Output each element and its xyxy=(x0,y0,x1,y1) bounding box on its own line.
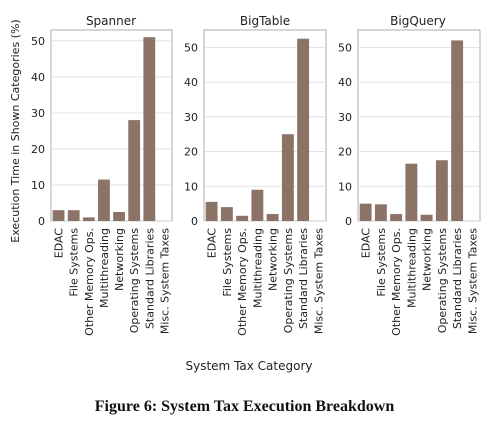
y-tick-label: 50 xyxy=(184,41,198,54)
x-tick-labels: EDAC File Systems Other Memory Ops. Multith… xyxy=(206,228,326,336)
y-tick-label: 0 xyxy=(191,215,198,228)
x-tick-label: Networking xyxy=(421,228,434,291)
y-tick-label: 40 xyxy=(31,71,45,84)
bar-file-systems xyxy=(220,207,233,221)
panel-title: BigTable xyxy=(240,14,290,28)
panel-title: BigQuery xyxy=(390,14,446,28)
x-tick-label: File Systems xyxy=(221,228,234,297)
bar-standard-libraries xyxy=(143,37,156,221)
y-ticks: 0 10 20 30 40 50 xyxy=(31,35,45,228)
x-tick-label: Multithreading xyxy=(251,228,264,308)
y-tick-label: 40 xyxy=(184,76,198,89)
y-tick-label: 30 xyxy=(184,111,198,124)
y-tick-label: 30 xyxy=(338,111,352,124)
bar-standard-libraries xyxy=(451,40,464,221)
x-tick-label: Misc. System Taxes xyxy=(312,228,325,334)
bar-edac xyxy=(52,210,65,221)
panel-bigtable: BigTable 0 10 20 30 40 50 EDAC File Systems Oth… xyxy=(184,14,327,336)
bar-networking xyxy=(420,214,433,221)
bar-edac xyxy=(359,203,372,221)
y-tick-label: 10 xyxy=(184,180,198,193)
x-tick-labels: EDAC File Systems Other Memory Ops. Multith… xyxy=(360,228,480,336)
x-axis-label: System Tax Category xyxy=(186,359,313,373)
y-ticks: 0 10 20 30 40 50 xyxy=(338,41,352,228)
bar-file-systems xyxy=(67,210,80,221)
bar-multithreading xyxy=(98,179,110,221)
x-tick-label: Other Memory Ops. xyxy=(83,228,96,336)
y-axis-label: Execution Time in Shown Categories (%) xyxy=(9,19,22,242)
bars xyxy=(205,38,310,221)
x-tick-label: Operating Systems xyxy=(128,228,141,334)
y-tick-label: 50 xyxy=(338,41,352,54)
bars xyxy=(359,40,464,221)
y-tick-label: 20 xyxy=(31,143,45,156)
x-tick-label: File Systems xyxy=(375,228,388,297)
figure: Execution Time in Shown Categories (%) S… xyxy=(9,14,481,373)
bar-other-memory-ops xyxy=(390,214,403,221)
bar-operating-systems xyxy=(128,120,141,221)
x-tick-label: Operating Systems xyxy=(282,228,295,334)
bar-other-memory-ops xyxy=(236,215,249,221)
x-tick-label: Standard Libraries xyxy=(297,228,310,329)
x-tick-labels: EDAC File Systems Other Memory Ops. Multith… xyxy=(53,228,172,336)
bar-other-memory-ops xyxy=(82,217,95,221)
x-tick-label: File Systems xyxy=(68,228,81,297)
y-tick-label: 40 xyxy=(338,76,352,89)
y-tick-label: 20 xyxy=(338,146,352,159)
y-tick-label: 20 xyxy=(184,146,198,159)
x-tick-label: Multithreading xyxy=(98,228,111,308)
y-tick-label: 30 xyxy=(31,107,45,120)
x-tick-label: Networking xyxy=(267,228,280,291)
x-tick-label: Other Memory Ops. xyxy=(236,228,249,336)
y-tick-label: 0 xyxy=(345,215,352,228)
y-tick-label: 50 xyxy=(31,35,45,48)
y-ticks: 0 10 20 30 40 50 xyxy=(184,41,198,228)
y-tick-label: 0 xyxy=(38,215,45,228)
x-tick-label: EDAC xyxy=(206,228,219,259)
y-tick-label: 10 xyxy=(338,180,352,193)
x-tick-label: Standard Libraries xyxy=(451,228,464,329)
x-tick-label: Misc. System Taxes xyxy=(466,228,479,334)
x-tick-label: EDAC xyxy=(360,228,373,259)
figure-caption: Figure 6: System Tax Execution Breakdown xyxy=(94,398,395,415)
bar-standard-libraries xyxy=(297,38,310,221)
bar-file-systems xyxy=(374,204,387,221)
bar-operating-systems xyxy=(435,160,448,221)
bar-networking xyxy=(113,211,125,221)
bar-operating-systems xyxy=(281,134,294,221)
y-tick-label: 10 xyxy=(31,179,45,192)
x-tick-label: EDAC xyxy=(53,228,66,259)
panel-title: Spanner xyxy=(86,14,136,28)
x-tick-label: Operating Systems xyxy=(436,228,449,334)
x-tick-label: Other Memory Ops. xyxy=(390,228,403,336)
bar-multithreading xyxy=(405,163,418,221)
bar-networking xyxy=(266,214,279,221)
x-tick-label: Multithreading xyxy=(405,228,418,308)
x-tick-label: Networking xyxy=(113,228,126,291)
panel-spanner: Spanner 0 10 20 30 40 50 EDAC File Systems Othe… xyxy=(31,14,173,336)
panel-bigquery: BigQuery 0 10 20 30 40 50 EDAC File Systems Oth… xyxy=(338,14,481,336)
bar-multithreading xyxy=(251,189,264,221)
bars xyxy=(52,37,156,221)
x-tick-label: Standard Libraries xyxy=(143,228,156,329)
x-tick-label: Misc. System Taxes xyxy=(158,228,171,334)
bar-edac xyxy=(205,201,218,221)
